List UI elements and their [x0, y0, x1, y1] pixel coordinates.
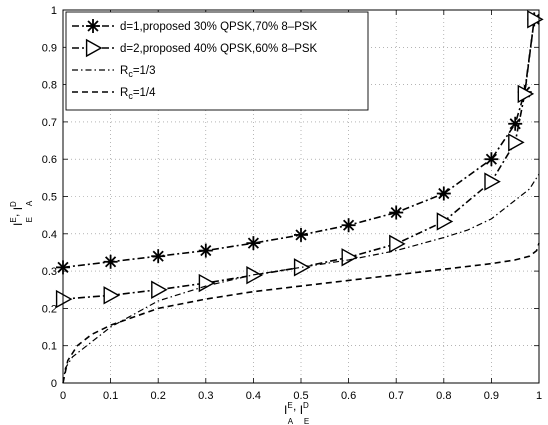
- data-point-asterisk: [294, 227, 308, 242]
- x-tick-label: 1: [536, 390, 542, 402]
- legend-label: d=2,proposed 40% QPSK,60% 8–PSK: [120, 43, 318, 55]
- data-point-asterisk: [508, 116, 523, 131]
- data-point-triangle: [151, 280, 168, 299]
- data-point-asterisk: [151, 249, 166, 264]
- x-tick-label: 0.8: [436, 390, 451, 402]
- x-tick-label: 0.7: [389, 390, 404, 402]
- marker-stroke: [87, 20, 99, 32]
- data-point-triangle: [508, 133, 525, 152]
- data-point-asterisk: [341, 218, 356, 233]
- x-axis-label-base-right: I: [300, 403, 303, 417]
- y-tick-label: 0.1: [42, 341, 57, 353]
- legend-label-sub: c: [128, 91, 133, 101]
- data-point-asterisk: [198, 243, 213, 258]
- y-axis-label-sup-left: E: [9, 217, 18, 222]
- x-tick-label: 0.5: [293, 390, 308, 402]
- marker-stroke: [509, 118, 521, 130]
- data-point-triangle: [103, 286, 121, 305]
- y-tick-label: 0.3: [42, 266, 57, 278]
- data-point-triangle: [484, 172, 501, 191]
- x-axis-label-sub-right: E: [304, 417, 309, 425]
- y-tick-label: 0.8: [42, 80, 57, 92]
- y-tick-label: 0.2: [42, 303, 57, 315]
- series-3: [62, 242, 540, 384]
- series-1: [55, 10, 544, 309]
- marker-stroke: [485, 153, 497, 165]
- marker-stroke: [247, 237, 259, 249]
- y-axis-label-sep: ,: [7, 210, 21, 217]
- x-axis-label-sup-left: E: [287, 401, 292, 410]
- y-tick-label: 1: [51, 5, 57, 17]
- data-point-triangle: [198, 273, 216, 293]
- data-point-asterisk: [436, 186, 451, 201]
- legend-item: Rc=1/3: [72, 65, 156, 79]
- data-point-asterisk: [389, 205, 404, 220]
- marker-stroke: [105, 256, 117, 268]
- y-axis-label-group: IE E, ID A: [7, 200, 34, 226]
- y-axis-label-sub-left: E: [25, 217, 34, 222]
- marker-stroke: [200, 244, 212, 257]
- data-point-triangle: [389, 234, 406, 254]
- legend-label-rest: =1/4: [133, 87, 156, 99]
- series-0: [56, 12, 542, 275]
- marker-stroke: [295, 229, 307, 241]
- legend-label-base: R: [120, 65, 128, 77]
- y-tick-label: 0: [51, 378, 57, 390]
- data-point-triangle: [527, 10, 544, 29]
- legend-item: d=2,proposed 40% QPSK,60% 8–PSK: [72, 38, 318, 58]
- legend-box: [65, 11, 369, 111]
- y-axis-label: IE E, ID A: [7, 200, 34, 226]
- data-point-asterisk: [484, 152, 499, 167]
- legend-item: Rc=1/4: [72, 87, 156, 101]
- x-tick-label: 0.1: [103, 390, 118, 402]
- marker-stroke: [152, 250, 164, 262]
- data-point-asterisk: [246, 236, 261, 251]
- x-axis-label-base-left: I: [284, 403, 287, 417]
- grid: [63, 10, 539, 383]
- legend-label: d=1,proposed 30% QPSK,70% 8–PSK: [120, 21, 318, 33]
- y-axis-label-base-left: I: [11, 223, 25, 226]
- axis-labels: IE A, ID EIE E, ID A: [7, 200, 309, 425]
- x-tick-label: 0: [60, 390, 66, 402]
- y-tick-label: 0.4: [42, 229, 57, 241]
- legend-item: d=1,proposed 30% QPSK,70% 8–PSK: [72, 19, 318, 33]
- marker-stroke: [390, 206, 402, 219]
- plot-area-frame: [62, 9, 540, 384]
- data-point-triangle: [55, 289, 73, 309]
- legend-label-sub: c: [128, 69, 133, 79]
- y-axis-label-sub-right: A: [25, 200, 34, 206]
- x-tick-label: 0.3: [198, 390, 213, 402]
- data-point-triangle: [341, 248, 359, 267]
- marker-stroke: [343, 219, 355, 231]
- x-axis-label-sep: ,: [293, 399, 300, 413]
- x-axis-label: IE A, ID E: [284, 399, 309, 425]
- x-axis-label-sub-left: A: [288, 417, 294, 425]
- legend-label: Rc=1/4: [120, 87, 156, 101]
- data-point-triangle: [436, 212, 454, 231]
- marker-stroke: [438, 187, 450, 200]
- series-line: [62, 242, 540, 384]
- x-tick-label: 0.6: [341, 390, 356, 402]
- y-tick-label: 0.9: [42, 42, 57, 54]
- y-axis-label-sup-right: D: [9, 201, 18, 207]
- y-tick-label: 0.5: [42, 192, 57, 204]
- y-axis-label-base-right: I: [11, 207, 25, 210]
- legend-label-rest: =1/3: [133, 65, 156, 77]
- x-tick-label: 0.9: [484, 390, 499, 402]
- data-point-triangle: [517, 84, 535, 104]
- x-tick-label: 0.4: [246, 390, 261, 402]
- x-tick-label: 0.2: [151, 390, 166, 402]
- legend-label: Rc=1/3: [120, 65, 156, 79]
- series-group: [55, 10, 544, 384]
- y-tick-label: 0.7: [42, 117, 57, 129]
- legend-marker-asterisk: [86, 19, 100, 33]
- y-tick-label: 0.6: [42, 154, 57, 166]
- x-axis-label-sup-right: D: [303, 401, 309, 410]
- data-point-triangle: [293, 258, 311, 277]
- legend: d=1,proposed 30% QPSK,70% 8–PSK d=2,propo…: [65, 11, 369, 111]
- data-point-asterisk: [103, 254, 118, 269]
- legend-marker-triangle: [85, 38, 103, 58]
- legend-label-base: R: [120, 87, 128, 99]
